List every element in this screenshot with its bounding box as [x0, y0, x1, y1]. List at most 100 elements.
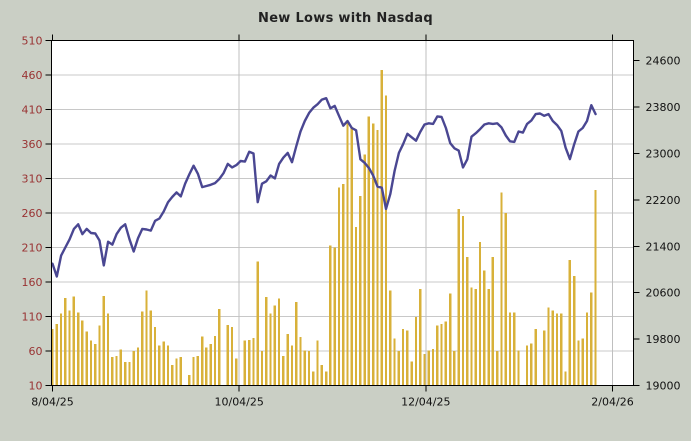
- new-lows-bar: [179, 357, 182, 386]
- new-lows-bar: [192, 357, 195, 386]
- left-axis-label: 110: [22, 311, 43, 324]
- new-lows-bar: [162, 341, 165, 386]
- new-lows-bar: [175, 358, 178, 386]
- new-lows-bar: [230, 326, 234, 386]
- new-lows-bar: [448, 293, 452, 386]
- new-lows-bar: [419, 288, 422, 386]
- new-lows-bar: [149, 310, 152, 386]
- new-lows-bar: [350, 126, 353, 386]
- new-lows-bar: [273, 305, 276, 386]
- new-lows-bar: [64, 297, 67, 386]
- right-axis-label: 21400: [646, 240, 681, 253]
- new-lows-bar: [376, 130, 379, 386]
- new-lows-bar: [384, 95, 388, 386]
- new-lows-bar: [401, 328, 405, 386]
- new-lows-bar: [277, 298, 281, 386]
- new-lows-bar: [295, 302, 298, 386]
- new-lows-bar: [316, 340, 319, 386]
- new-lows-bar: [397, 351, 400, 386]
- new-lows-bar: [333, 247, 336, 386]
- x-axis-date-label: 10/04/25: [214, 396, 263, 409]
- new-lows-bar: [594, 190, 597, 386]
- new-lows-bar: [337, 187, 341, 386]
- new-lows-bar: [329, 245, 332, 386]
- new-lows-bar: [427, 350, 430, 386]
- new-lows-bar: [68, 310, 71, 386]
- right-axis-label: 23800: [646, 101, 681, 114]
- new-lows-bar: [483, 270, 486, 386]
- new-lows-bar: [478, 241, 482, 386]
- new-lows-bar: [410, 361, 413, 386]
- left-axis-label: 160: [22, 276, 43, 289]
- new-lows-bar: [436, 325, 439, 386]
- new-lows-bar: [290, 345, 294, 386]
- right-axis-label: 24600: [646, 55, 681, 68]
- right-axis-label: 20600: [646, 287, 681, 300]
- new-lows-bar: [303, 350, 306, 386]
- new-lows-bar: [98, 325, 101, 386]
- x-axis-date-label: 8/04/25: [31, 396, 73, 409]
- new-lows-bar: [94, 344, 97, 386]
- new-lows-bar: [547, 307, 550, 386]
- new-lows-bar: [346, 121, 349, 386]
- new-lows-bar: [585, 312, 589, 386]
- new-lows-bar: [205, 347, 208, 386]
- new-lows-bar: [55, 324, 58, 386]
- new-lows-bar: [324, 371, 328, 386]
- new-lows-bar: [363, 154, 366, 386]
- new-lows-bar: [282, 355, 285, 386]
- new-lows-bar: [453, 351, 456, 386]
- new-lows-bar: [461, 215, 465, 386]
- new-lows-bar: [269, 313, 272, 386]
- new-lows-bar: [560, 313, 563, 386]
- new-lows-bar: [123, 362, 127, 386]
- new-lows-bar: [590, 292, 593, 386]
- right-axis-label: 22200: [646, 194, 681, 207]
- new-lows-bar: [496, 351, 499, 386]
- new-lows-bar: [342, 184, 345, 386]
- new-lows-bar: [572, 275, 576, 386]
- new-lows-bar: [389, 290, 392, 386]
- new-lows-bar: [470, 287, 473, 386]
- new-lows-bar: [256, 261, 259, 386]
- new-lows-bar: [72, 296, 75, 386]
- new-lows-bar: [85, 331, 88, 386]
- left-axis-label: 60: [29, 345, 43, 358]
- new-lows-bar: [568, 259, 571, 386]
- new-lows-bar: [81, 320, 84, 386]
- new-lows-bar: [76, 312, 80, 386]
- new-lows-bar: [414, 317, 418, 386]
- new-lows-bar: [132, 351, 135, 386]
- new-lows-bar: [444, 321, 447, 386]
- new-lows-bar: [115, 355, 118, 386]
- new-lows-bar: [354, 226, 358, 386]
- right-axis-label: 19000: [646, 380, 681, 393]
- new-lows-bar: [440, 324, 443, 386]
- new-lows-bar: [406, 330, 409, 386]
- new-lows-bar: [59, 313, 63, 386]
- new-lows-bar: [102, 295, 105, 386]
- new-lows-bar: [248, 339, 251, 386]
- new-lows-bar: [51, 328, 54, 386]
- left-axis-label: 210: [22, 242, 43, 255]
- right-axis-label: 23000: [646, 148, 681, 161]
- new-lows-bar: [491, 257, 495, 386]
- new-lows-bar: [504, 213, 507, 386]
- new-lows-bar: [89, 340, 93, 386]
- new-lows-bar: [320, 364, 323, 386]
- left-axis-label: 460: [22, 69, 43, 82]
- new-lows-bar: [235, 358, 238, 386]
- right-axis-label: 19800: [646, 333, 681, 346]
- new-lows-bar: [299, 337, 302, 386]
- new-lows-bar: [119, 349, 123, 386]
- new-lows-bar: [551, 310, 554, 386]
- new-lows-bar: [530, 343, 533, 386]
- x-axis-date-label: 12/04/25: [401, 396, 450, 409]
- new-lows-bar: [226, 324, 229, 386]
- new-lows-bar: [517, 350, 520, 386]
- new-lows-bar: [200, 336, 204, 386]
- new-lows-bar: [466, 257, 469, 386]
- new-lows-bar: [372, 123, 375, 386]
